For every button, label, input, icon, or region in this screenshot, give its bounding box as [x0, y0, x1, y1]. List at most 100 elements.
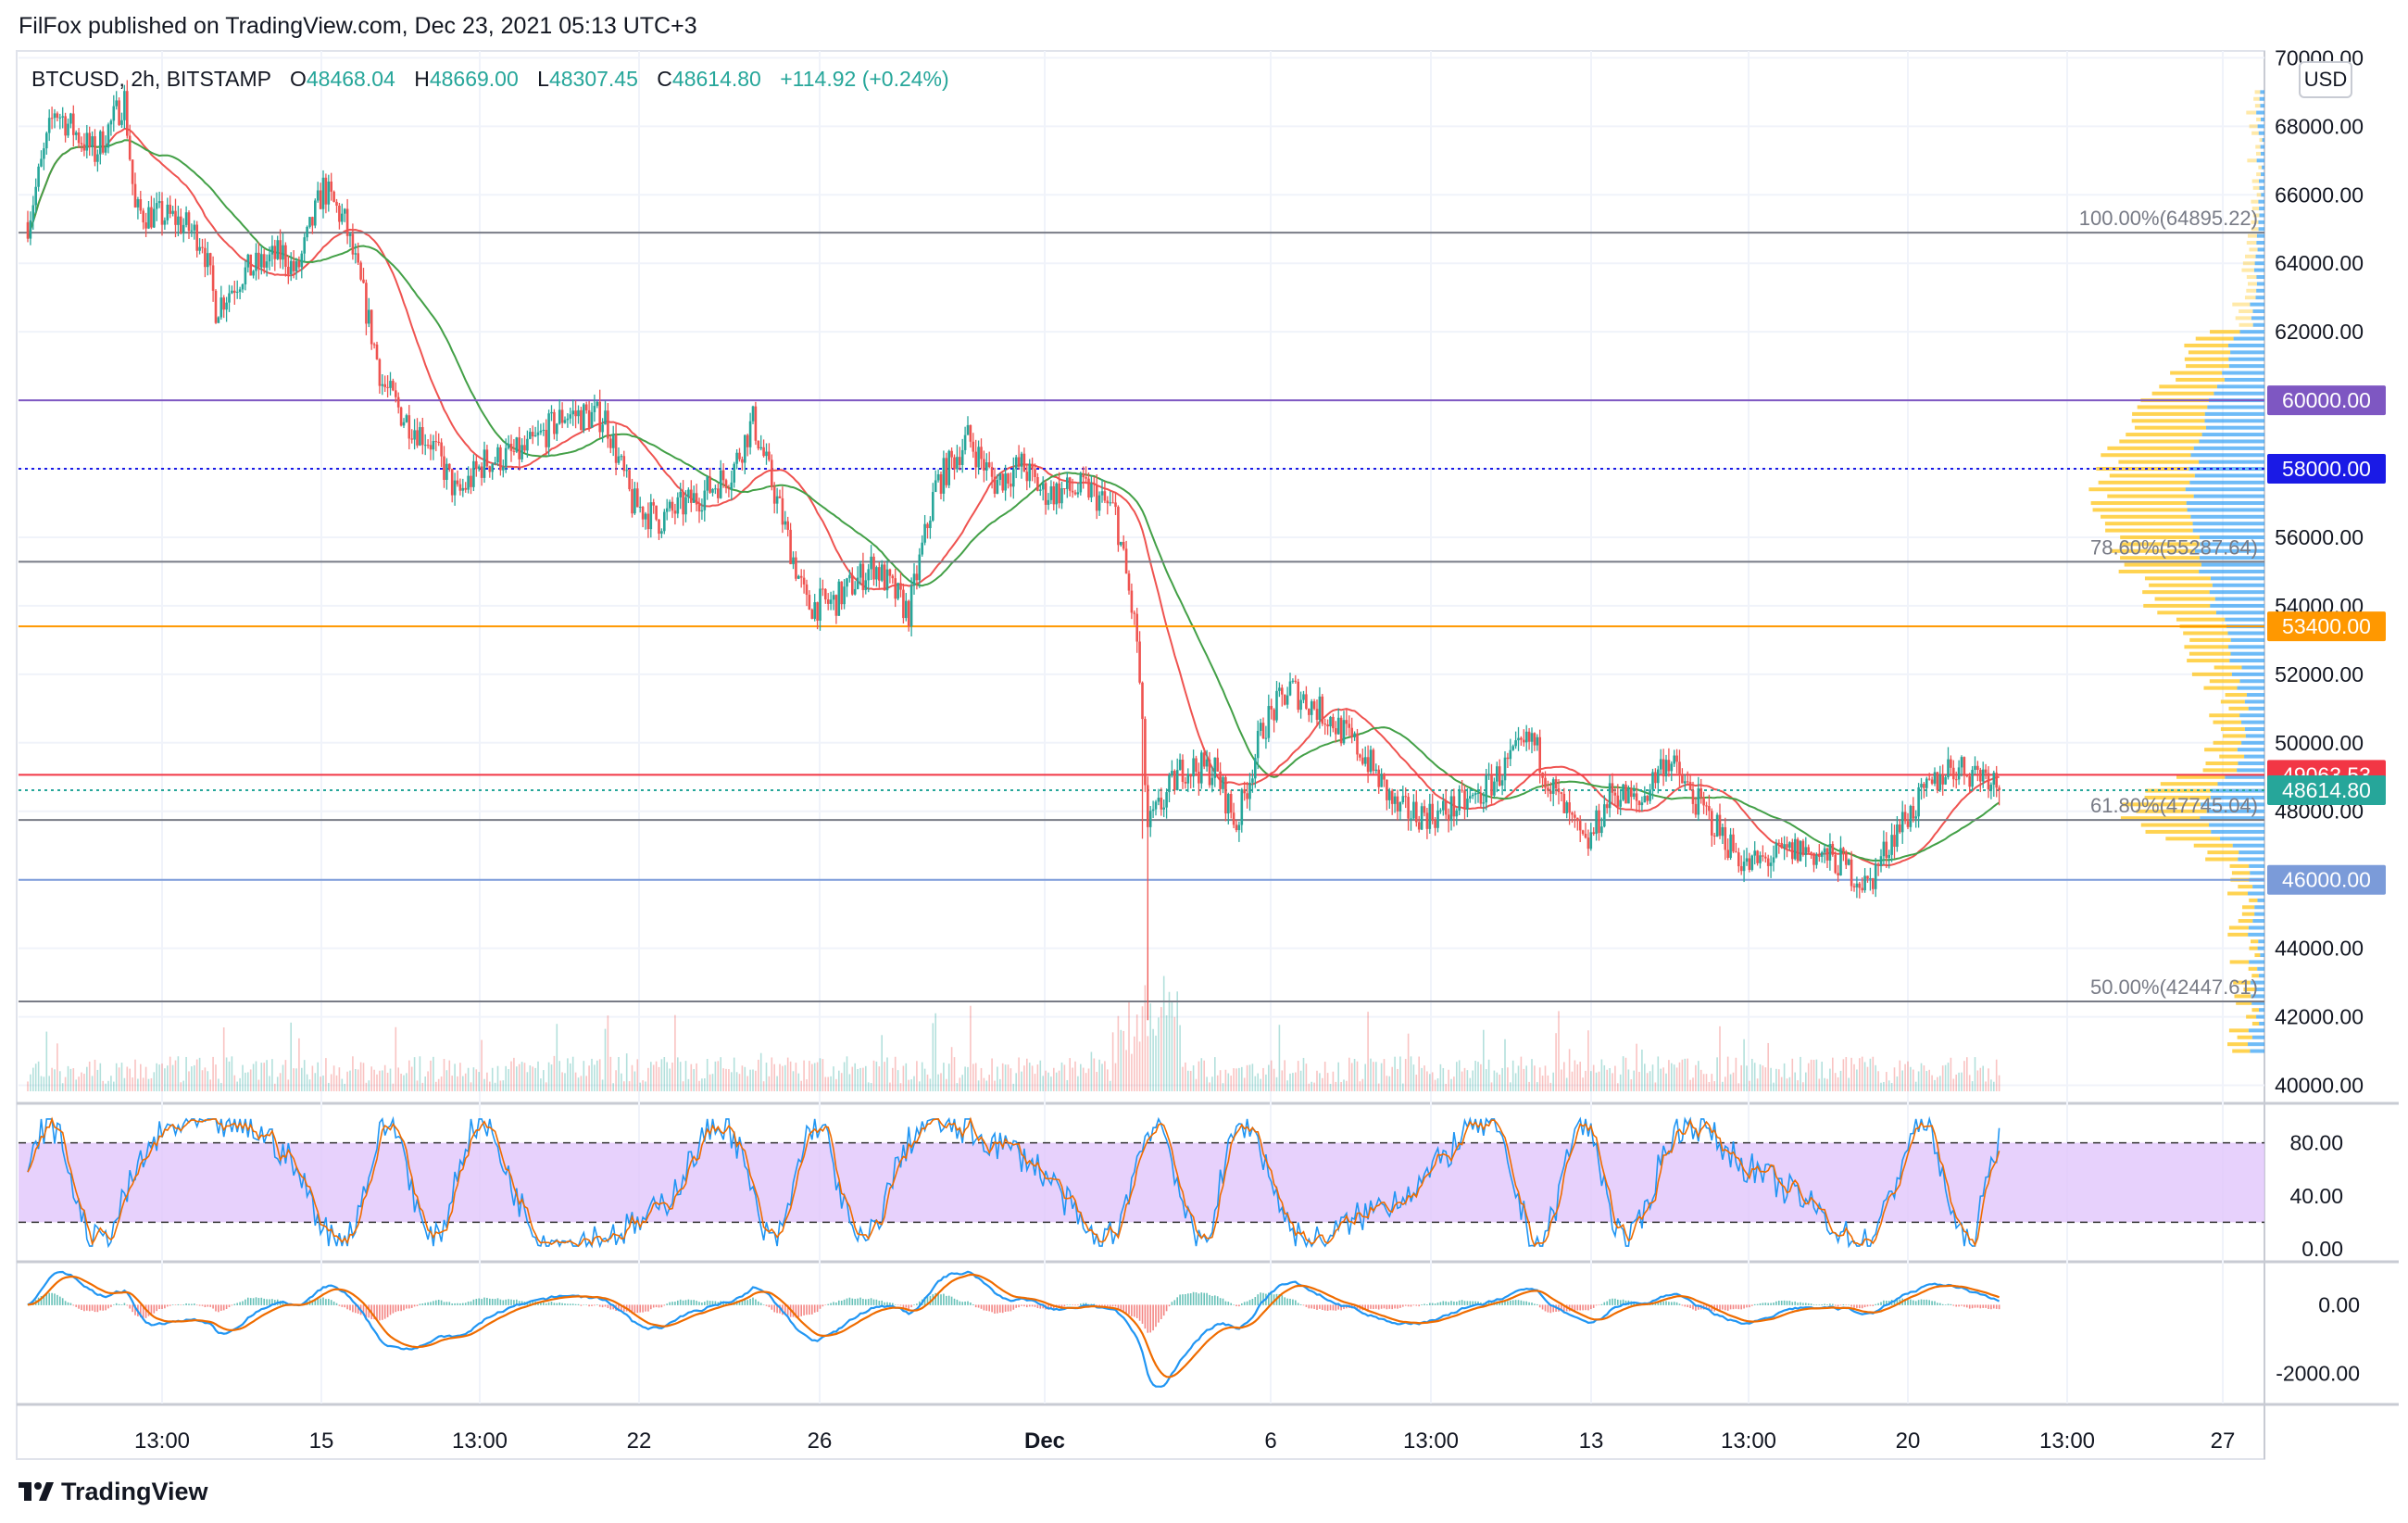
candle-body [826, 599, 830, 604]
macd-histogram-bar [943, 1293, 945, 1305]
macd-histogram-bar [556, 1303, 558, 1305]
profile-row-down [2256, 172, 2262, 177]
volume-bar [1896, 1076, 1899, 1091]
candle-body [50, 118, 54, 120]
macd-histogram-bar [43, 1294, 45, 1305]
candle-body [1667, 760, 1671, 772]
volume-bar [421, 1082, 424, 1091]
profile-row-down [2159, 384, 2217, 389]
macd-histogram-bar [1375, 1304, 1377, 1309]
volume-profile [2088, 90, 2264, 1053]
currency-button[interactable]: USD [2299, 61, 2352, 98]
macd-histogram-bar [144, 1304, 147, 1318]
volume-bar [660, 1059, 663, 1091]
macd-histogram-bar [499, 1299, 502, 1305]
candle-body [1914, 816, 1917, 819]
macd-histogram-bar [999, 1304, 1001, 1313]
macd-histogram-bar [1206, 1292, 1208, 1305]
macd-histogram-bar [1235, 1304, 1237, 1307]
volume-bar [618, 1056, 620, 1091]
volume-bar [462, 1076, 464, 1091]
profile-row-down [2118, 569, 2200, 573]
candle-body [150, 207, 153, 228]
volume-bar [395, 1026, 397, 1091]
volume-bar [1517, 1065, 1520, 1091]
candle-body [1353, 733, 1356, 737]
volume-bar [59, 1071, 61, 1091]
candle-body [932, 492, 934, 521]
profile-row-up [2250, 1049, 2264, 1053]
macd-histogram-bar [1461, 1300, 1463, 1305]
volume-bar [1853, 1064, 1855, 1091]
candle-body [1308, 708, 1311, 715]
header: FilFox published on TradingView.com, Dec… [0, 0, 2408, 51]
candle-body [1267, 706, 1271, 738]
volume-bar [835, 1078, 837, 1091]
candle-body [1474, 793, 1477, 795]
candle-body [682, 491, 684, 515]
profile-row-up [2258, 227, 2264, 232]
volume-bar [245, 1072, 246, 1091]
candle-body [1178, 760, 1182, 771]
volume-bar [287, 1079, 290, 1091]
macd-histogram-bar [239, 1302, 241, 1305]
y-tick-label: 66000.00 [2275, 183, 2364, 207]
macd-histogram-bar [1230, 1303, 1232, 1305]
macd-histogram-bar [508, 1299, 509, 1305]
candle-body [467, 475, 470, 490]
candle-body [1968, 775, 1971, 787]
macd-histogram-bar [483, 1297, 485, 1305]
volume-bar [1308, 1083, 1311, 1091]
candle-body [1745, 858, 1749, 862]
profile-row-up [2241, 720, 2264, 724]
macd-histogram-bar [848, 1297, 851, 1305]
profile-row-up [2199, 459, 2264, 464]
candle-body [934, 480, 937, 493]
close-value: 48614.80 [671, 67, 761, 91]
macd-histogram-bar [1292, 1299, 1294, 1305]
macd-histogram-bar [1729, 1304, 1732, 1310]
profile-row-down [2144, 795, 2211, 799]
volume-bar [1144, 985, 1147, 1091]
macd-histogram-bar [570, 1303, 571, 1305]
symbol-label[interactable]: BTCUSD, 2h, BITSTAMP [31, 67, 271, 91]
y-tick-label: 42000.00 [2275, 1005, 2364, 1029]
macd-histogram-bar [765, 1304, 768, 1306]
candle-body [133, 183, 137, 208]
profile-row-down [2151, 391, 2214, 396]
volume-bar [1219, 1070, 1222, 1091]
macd-histogram-bar [1429, 1303, 1431, 1305]
volume-bar [1549, 1082, 1552, 1091]
macd-histogram-bar [1606, 1301, 1608, 1305]
candle-body [1551, 779, 1555, 794]
candle-body [853, 588, 857, 595]
macd-histogram-bar [1824, 1303, 1825, 1305]
candle-body [1799, 840, 1802, 862]
volume-bar [1082, 1067, 1085, 1091]
candle-body [1699, 788, 1702, 798]
profile-row-down [2228, 925, 2249, 930]
candle-body [1111, 502, 1114, 504]
volume-bar [564, 1073, 566, 1091]
volume-bar [1759, 1064, 1762, 1091]
macd-histogram-bar [1786, 1301, 1788, 1305]
volume-bar [1877, 1071, 1879, 1091]
candle-body [255, 252, 257, 271]
candle-body [604, 410, 607, 425]
volume-bar [505, 1065, 507, 1091]
candle-body [1627, 788, 1630, 804]
candle-body [663, 511, 666, 532]
profile-row-up [2249, 960, 2264, 964]
candle-body [443, 456, 445, 481]
candle-body [1649, 789, 1651, 801]
candle-body [1034, 469, 1036, 477]
volume-bar [1107, 1069, 1109, 1091]
macd-histogram-bar [784, 1304, 786, 1315]
macd-histogram-bar [1472, 1301, 1474, 1305]
candle-body [1052, 485, 1056, 505]
macd-histogram-bar [870, 1298, 872, 1305]
candle-body [147, 207, 150, 229]
candle-body [1640, 802, 1644, 806]
profile-row-up [2251, 994, 2264, 999]
